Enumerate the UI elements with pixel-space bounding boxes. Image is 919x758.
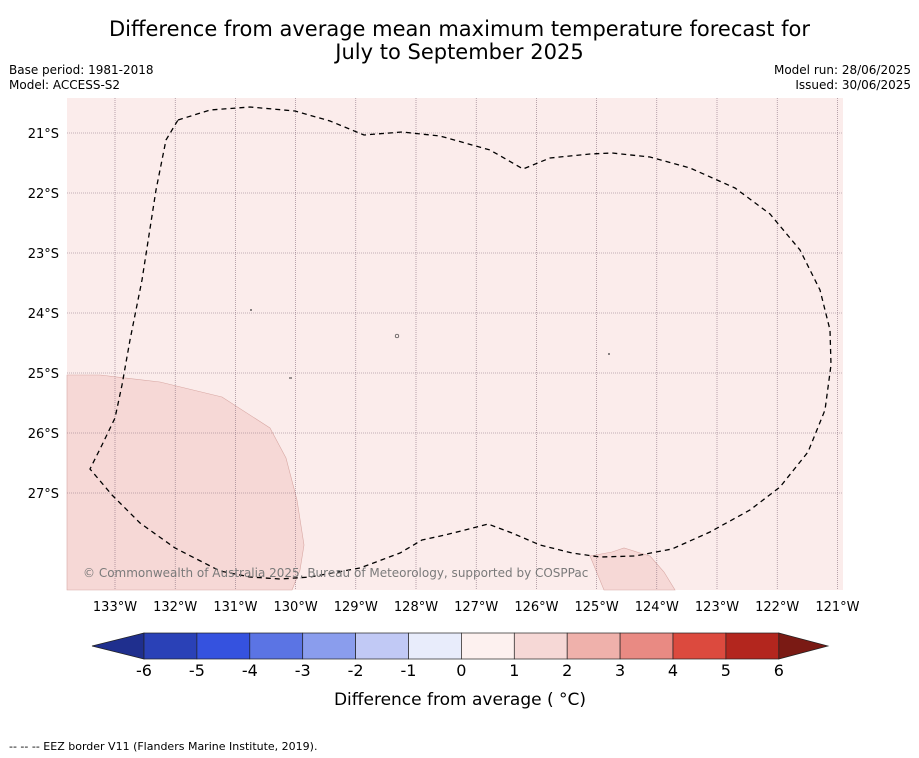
title-line-2: July to September 2025: [335, 40, 584, 64]
warm-anomaly-area-southwest: [66, 374, 305, 591]
colorbar-segment: [249, 632, 304, 660]
latitude-label: 25°S: [28, 367, 59, 382]
island-dot: [250, 309, 252, 311]
meta-left: Base period: 1981-2018 Model: ACCESS-S2: [9, 63, 154, 93]
longitude-label: 132°W: [153, 600, 197, 615]
model-run: Model run: 28/06/2025: [773, 63, 911, 77]
longitude-label: 133°W: [93, 600, 137, 615]
colorbar-tick-label: 0: [456, 661, 466, 680]
colorbar-segment: [196, 632, 251, 660]
colorbar-tick-label: 5: [721, 661, 731, 680]
colorbar-extend-max: [778, 632, 830, 660]
colorbar-tick-label: 3: [615, 661, 625, 680]
colorbar-segment: [672, 632, 727, 660]
longitude-label: 130°W: [274, 600, 318, 615]
colorbar-label: Difference from average ( °C): [334, 690, 586, 710]
colorbar-tick-label: 4: [668, 661, 678, 680]
colorbar-tick-label: 2: [562, 661, 572, 680]
longitude-label: 129°W: [334, 600, 378, 615]
longitude-label: 131°W: [213, 600, 257, 615]
graticule: [67, 98, 843, 590]
latitude-label: 24°S: [28, 307, 59, 322]
colorbar-ticks: -6 -5 -4 -3 -2 -1 0 1 2 3 4 5 6: [136, 661, 784, 680]
longitude-label: 127°W: [454, 600, 498, 615]
footer-note: -- -- -- EEZ border V11 (Flanders Marine…: [9, 740, 318, 753]
longitude-labels: 133°W 132°W 131°W 130°W 129°W 128°W 127°W 126°W…: [93, 600, 860, 615]
title-line-1: Difference from average mean maximum tem…: [109, 17, 810, 41]
colorbar-segment: [302, 632, 356, 660]
colorbar-tick-label: 6: [774, 661, 784, 680]
colorbar-segment: [725, 632, 780, 660]
latitude-label: 22°S: [28, 187, 59, 202]
latitude-label: 21°S: [28, 127, 59, 142]
latitude-label: 23°S: [28, 247, 59, 262]
longitude-label: 121°W: [815, 600, 859, 615]
copyright-notice: © Commonwealth of Australia 2025, Bureau…: [83, 566, 588, 580]
island-dot: [394, 333, 400, 339]
longitude-label: 126°W: [514, 600, 558, 615]
latitude-label: 27°S: [28, 487, 59, 502]
colorbar-tick-label: -3: [295, 661, 311, 680]
latitude-labels: 21°S 22°S 23°S 24°S 25°S 26°S 27°S: [28, 127, 59, 502]
colorbar-tick-label: -2: [348, 661, 364, 680]
island-dot: [608, 353, 610, 355]
colorbar-segment: [461, 632, 515, 660]
issued-date: Issued: 30/06/2025: [795, 78, 911, 92]
model-name: Model: ACCESS-S2: [9, 78, 121, 92]
colorbar-tick-label: 1: [509, 661, 519, 680]
colorbar-tick-label: -1: [401, 661, 417, 680]
base-period: Base period: 1981-2018: [9, 63, 154, 77]
colorbar-extend-min: [91, 632, 145, 660]
meta-right: Model run: 28/06/2025 Issued: 30/06/2025: [774, 63, 911, 93]
latitude-label: 26°S: [28, 427, 59, 442]
colorbar-segment: [143, 632, 198, 660]
colorbar-segment: [355, 632, 409, 660]
colorbar-segment: [408, 632, 462, 660]
colorbar-tick-label: -4: [242, 661, 258, 680]
colorbar-segment: [619, 632, 674, 660]
colorbar-tick-label: -5: [189, 661, 205, 680]
longitude-label: 124°W: [635, 600, 679, 615]
colorbar: [91, 632, 830, 660]
chart-title: Difference from average mean maximum tem…: [0, 18, 919, 64]
longitude-label: 125°W: [575, 600, 619, 615]
colorbar-segment: [566, 632, 621, 660]
eez-border: [89, 106, 832, 580]
longitude-label: 122°W: [755, 600, 799, 615]
colorbar-segment: [513, 632, 568, 660]
longitude-label: 128°W: [394, 600, 438, 615]
colorbar-tick-label: -6: [136, 661, 152, 680]
longitude-label: 123°W: [695, 600, 739, 615]
